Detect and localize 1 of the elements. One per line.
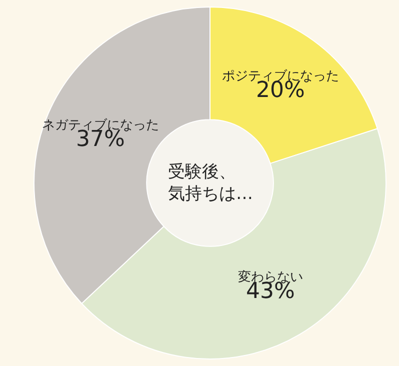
text: 受験後、気持ちは… bbox=[168, 162, 253, 204]
